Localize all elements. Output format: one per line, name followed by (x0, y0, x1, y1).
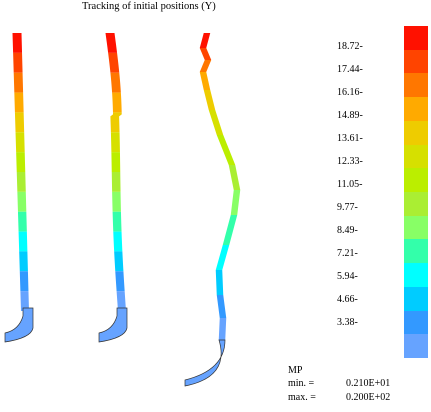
band-segment (199, 48, 212, 60)
band-segment (112, 211, 122, 232)
band-segment (14, 112, 25, 133)
band-segment (112, 92, 122, 113)
color-swatch (404, 334, 428, 359)
scale-label: 18.72- (337, 41, 363, 52)
foot-segment (4, 307, 34, 343)
band-segment (110, 132, 120, 153)
color-swatch (404, 144, 428, 169)
color-swatch (404, 192, 428, 217)
color-swatch (404, 73, 428, 98)
scale-label: 11.05- (337, 179, 363, 190)
specimen-3 (184, 33, 241, 387)
color-swatch (404, 49, 428, 74)
max-value: 0.200E+02 (346, 392, 391, 403)
max-label: max. = (288, 392, 316, 403)
scale-label: 4.66- (337, 294, 358, 305)
scale-label: 17.44- (337, 64, 363, 75)
min-value: 0.210E+01 (346, 378, 391, 389)
scale-label: 13.61- (337, 133, 363, 144)
band-segment (12, 33, 23, 53)
specimen-2 (98, 33, 128, 343)
specimen-1 (4, 33, 34, 343)
band-segment (108, 52, 120, 73)
color-swatch (404, 215, 428, 240)
foot-segment (98, 307, 128, 343)
band-segment (17, 191, 27, 212)
band-segment (18, 231, 28, 252)
scale-label: 5.94- (337, 271, 358, 282)
scale-label: 3.38- (337, 317, 358, 328)
band-segment (216, 295, 227, 318)
band-segment (105, 33, 118, 53)
band-segment (203, 90, 216, 110)
color-swatch (404, 263, 428, 288)
band-segment (114, 251, 124, 272)
scale-label: 8.49- (337, 225, 358, 236)
band-segment (111, 152, 121, 172)
color-swatch (404, 26, 428, 51)
color-swatch (404, 310, 428, 335)
scale-label: 12.33- (337, 156, 363, 167)
band-segment (199, 60, 212, 72)
foot-segment (184, 339, 226, 387)
band-segment (199, 72, 211, 90)
band-segment (230, 190, 241, 215)
band-segment (215, 245, 230, 270)
min-label: min. = (288, 378, 315, 389)
color-swatch (404, 97, 428, 122)
band-segment (228, 165, 241, 190)
band-segment (16, 172, 26, 192)
band-segment (111, 172, 121, 192)
band-segment (20, 291, 29, 311)
color-swatch (404, 239, 428, 264)
band-segment (112, 191, 121, 212)
variable-label: MP (288, 365, 303, 376)
band-segment (110, 72, 121, 93)
band-segment (218, 318, 227, 340)
band-segment (113, 231, 123, 252)
band-segment (116, 291, 126, 311)
color-swatch (404, 168, 428, 193)
plot-title: Tracking of initial positions (Y) (82, 1, 216, 12)
band-segment (115, 271, 125, 292)
band-segment (13, 72, 24, 93)
color-swatch (404, 286, 428, 312)
band-segment (19, 251, 28, 272)
band-segment (16, 152, 26, 172)
scale-label: 7.21- (337, 248, 358, 259)
band-segment (17, 211, 27, 232)
band-segment (15, 132, 25, 153)
band-segment (215, 270, 224, 295)
band-segment (216, 135, 236, 165)
band-segment (208, 110, 224, 135)
scale-label: 16.16- (337, 87, 363, 98)
scale-label: 14.89- (337, 110, 363, 121)
scale-label: 9.77- (337, 202, 358, 213)
color-scale-bar (404, 26, 428, 359)
band-segment (222, 215, 238, 245)
band-segment (13, 52, 23, 73)
color-swatch (404, 120, 428, 146)
band-segment (110, 112, 122, 133)
band-segment (19, 271, 29, 292)
band-segment (14, 92, 24, 113)
band-segment (199, 33, 211, 48)
